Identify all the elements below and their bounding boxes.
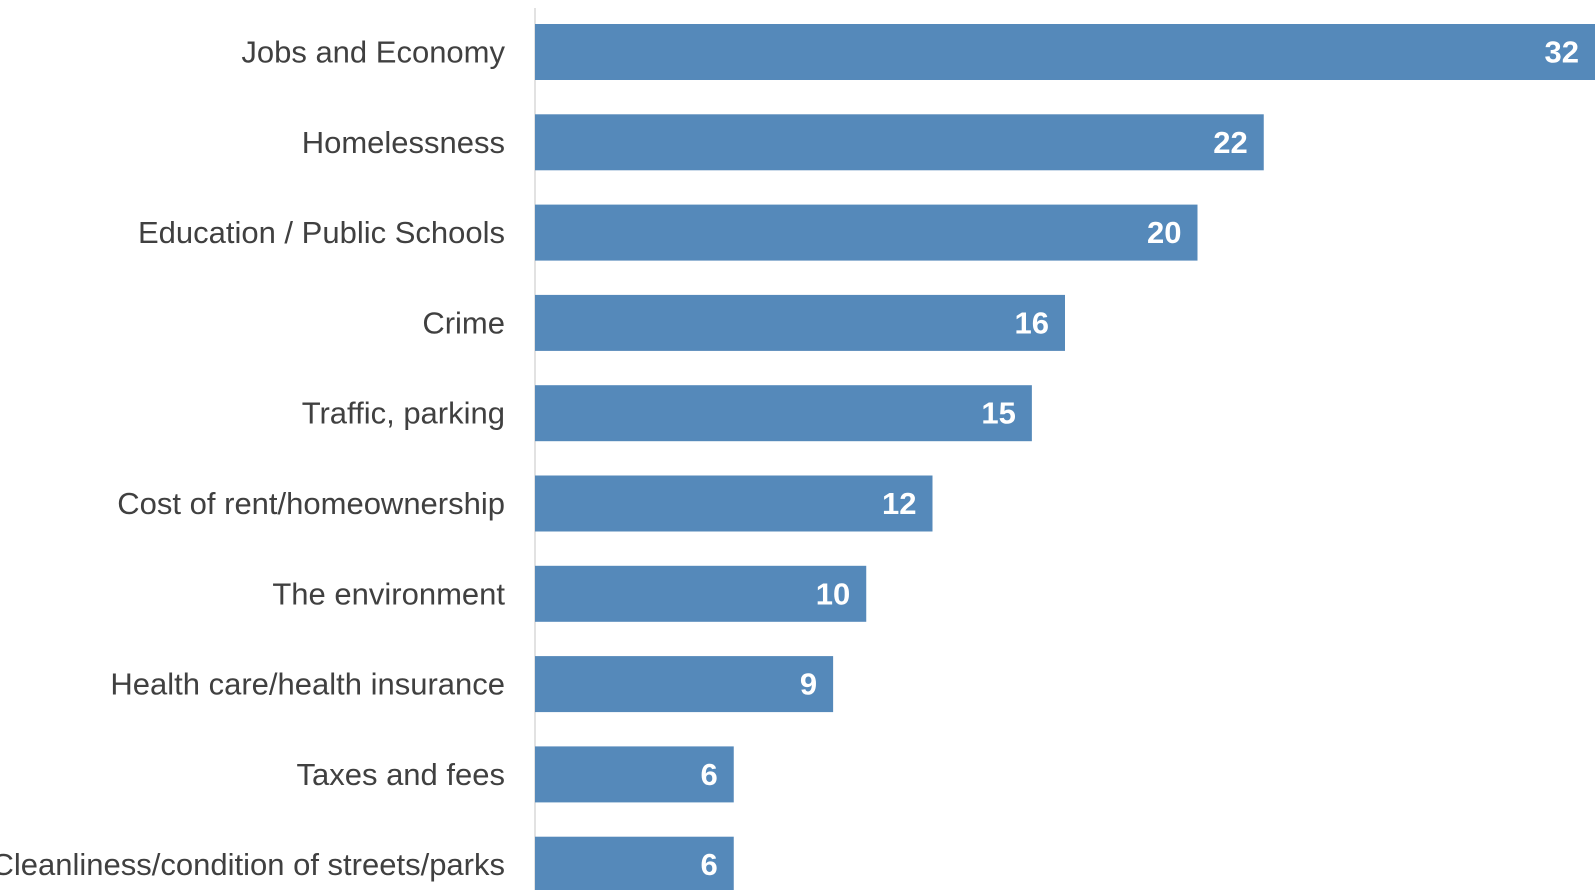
value-label: 6 xyxy=(701,847,718,882)
category-labels-group: Jobs and Economy Homelessness Education / … xyxy=(0,35,505,883)
bar xyxy=(535,204,1198,261)
bar xyxy=(535,24,1595,80)
value-label: 9 xyxy=(800,667,817,702)
category-label: Jobs and Economy xyxy=(241,35,505,70)
bar xyxy=(535,565,867,622)
value-label: 16 xyxy=(1015,305,1049,340)
category-label: Homelessness xyxy=(302,125,505,160)
category-label: Cost of rent/homeownership xyxy=(117,486,505,521)
category-label: Education / Public Schools xyxy=(138,215,505,250)
category-label: Traffic, parking xyxy=(302,396,505,431)
bars-group xyxy=(535,24,1595,890)
category-label: Health care/health insurance xyxy=(110,667,505,702)
value-label: 15 xyxy=(981,396,1015,431)
bar xyxy=(535,114,1264,171)
bar xyxy=(535,294,1065,351)
category-label: The environment xyxy=(272,576,505,611)
category-label: Taxes and fees xyxy=(296,757,505,792)
value-label: 32 xyxy=(1545,35,1579,70)
bar xyxy=(535,746,734,803)
bar xyxy=(535,836,734,890)
category-label: Cleanliness/condition of streets/parks xyxy=(0,847,505,882)
value-label: 12 xyxy=(882,486,916,521)
category-label: Crime xyxy=(422,305,505,340)
value-label: 6 xyxy=(701,757,718,792)
value-label: 22 xyxy=(1213,125,1247,160)
bar xyxy=(535,475,933,532)
value-label: 10 xyxy=(816,576,850,611)
bar xyxy=(535,385,1032,442)
value-labels-group: 32 22 20 16 15 12 10 9 6 6 xyxy=(701,35,1580,883)
value-label: 20 xyxy=(1147,215,1181,250)
bar xyxy=(535,656,834,713)
